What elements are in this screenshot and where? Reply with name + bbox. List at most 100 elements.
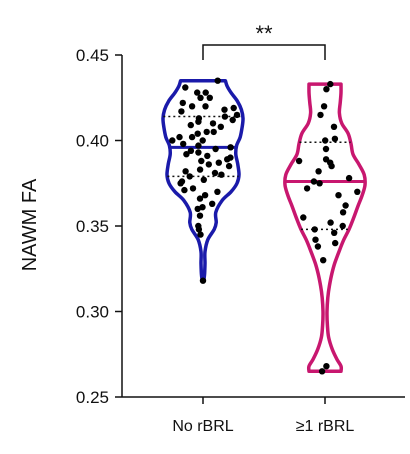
significance-bracket: ** <box>202 21 326 60</box>
data-point <box>182 168 189 175</box>
data-point <box>199 204 206 211</box>
data-point <box>315 168 322 175</box>
data-point <box>202 103 209 110</box>
data-point <box>320 103 328 110</box>
violin-outline <box>283 82 367 374</box>
data-point <box>225 162 233 170</box>
significance-label: ** <box>255 21 273 46</box>
data-point <box>327 219 334 226</box>
data-point <box>194 89 201 96</box>
y-tick-label: 0.35 <box>76 217 109 236</box>
y-axis-title: NAWM FA <box>19 178 41 271</box>
data-point <box>204 152 211 160</box>
data-point <box>227 144 234 151</box>
data-point <box>177 180 184 187</box>
violins <box>161 77 367 375</box>
data-point <box>323 86 330 93</box>
data-point <box>182 84 189 91</box>
data-point <box>194 205 201 213</box>
violin-group <box>283 80 367 375</box>
data-point <box>188 133 196 141</box>
data-point <box>194 130 201 137</box>
data-point <box>335 192 342 199</box>
x-tick-label: ≥1 rBRL <box>296 418 355 435</box>
data-point <box>180 140 187 148</box>
data-point <box>339 209 347 216</box>
data-point <box>195 149 202 156</box>
data-point <box>312 236 319 243</box>
data-point <box>322 137 329 144</box>
data-point <box>221 113 229 120</box>
data-point <box>196 166 204 173</box>
data-point <box>187 121 194 129</box>
data-point <box>339 222 346 230</box>
data-point <box>331 229 338 236</box>
data-point <box>221 106 228 113</box>
y-tick-label: 0.45 <box>76 46 109 65</box>
data-point <box>330 123 338 130</box>
data-point <box>317 111 324 119</box>
data-point <box>202 89 209 96</box>
y-tick-label: 0.40 <box>76 132 109 151</box>
data-point <box>209 200 216 207</box>
data-point <box>230 104 237 112</box>
x-tick-label: No rBRL <box>172 418 233 435</box>
data-point <box>205 161 212 168</box>
violin-group <box>161 77 245 284</box>
data-point <box>178 108 185 115</box>
data-point <box>300 214 307 221</box>
data-point <box>327 80 334 88</box>
data-point <box>188 103 196 110</box>
data-point <box>318 368 326 375</box>
data-point <box>331 135 339 142</box>
data-point <box>210 128 217 136</box>
y-axis: 0.25 0.30 0.35 0.40 0.45 <box>76 46 123 407</box>
data-point <box>345 174 353 182</box>
data-point <box>201 192 209 199</box>
data-point <box>342 202 349 209</box>
data-point <box>311 226 318 233</box>
data-point <box>314 243 322 250</box>
data-point <box>218 171 225 178</box>
data-point <box>209 120 217 127</box>
data-point <box>229 116 236 124</box>
data-point <box>206 94 213 102</box>
data-point <box>183 151 190 158</box>
data-point <box>214 77 221 84</box>
y-tick-label: 0.25 <box>76 388 109 407</box>
data-point <box>323 363 330 370</box>
data-point <box>200 176 207 183</box>
violin-outline <box>161 78 245 283</box>
data-point <box>214 188 221 195</box>
data-point <box>303 185 311 192</box>
data-point <box>181 186 188 194</box>
data-point <box>197 94 204 102</box>
data-point <box>332 239 339 247</box>
data-point <box>187 147 195 154</box>
data-point <box>310 178 318 185</box>
data-point <box>320 257 327 264</box>
data-point <box>354 188 361 195</box>
data-point <box>179 99 186 107</box>
data-point <box>199 277 207 284</box>
data-point <box>197 231 204 238</box>
data-point <box>196 212 204 219</box>
x-axis: No rBRL ≥1 rBRL <box>122 396 405 435</box>
data-point <box>233 111 241 119</box>
data-point <box>212 145 219 153</box>
data-point <box>195 226 203 233</box>
data-point <box>195 142 202 149</box>
data-point <box>195 118 202 125</box>
data-point <box>198 157 205 165</box>
data-point <box>169 137 176 144</box>
significance-bracket-line <box>202 44 326 60</box>
data-point <box>322 145 330 153</box>
data-point <box>224 156 231 163</box>
data-point <box>176 133 183 141</box>
data-point <box>203 128 210 136</box>
data-point <box>199 137 206 144</box>
data-point <box>316 180 323 187</box>
data-point <box>189 185 197 192</box>
data-point <box>196 195 204 202</box>
